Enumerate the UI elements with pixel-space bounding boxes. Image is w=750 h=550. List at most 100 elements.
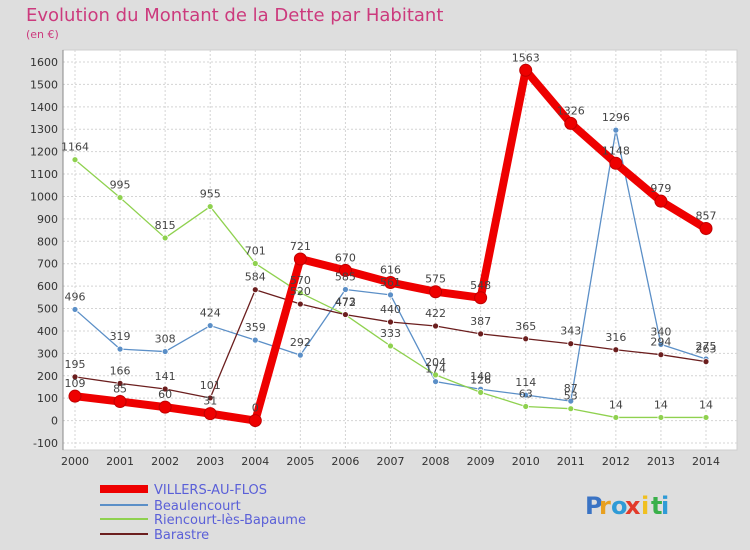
data-point xyxy=(477,330,485,338)
data-label: 14 xyxy=(654,398,668,411)
data-point xyxy=(71,306,79,313)
legend-item: VILLERS-AU-FLOS xyxy=(100,483,267,498)
data-point xyxy=(387,318,394,326)
data-point xyxy=(293,252,307,266)
data-label: 359 xyxy=(245,321,266,334)
data-point xyxy=(702,358,710,366)
data-label: 333 xyxy=(380,327,401,340)
data-label: 141 xyxy=(155,370,176,383)
data-label: 440 xyxy=(380,303,401,316)
data-label: 616 xyxy=(380,264,401,277)
y-tick-label: 600 xyxy=(37,280,58,293)
data-labels: 109 85 60 31 0 721 670 616 575 548 1563 1326 1148 979… xyxy=(61,51,717,414)
y-tick-label: 900 xyxy=(37,213,58,226)
data-point xyxy=(567,405,575,413)
data-label: 63 xyxy=(519,387,533,400)
y-tick-label: 0 xyxy=(51,415,58,428)
data-label: 101 xyxy=(200,379,221,392)
data-label: 126 xyxy=(470,373,491,386)
data-label: 472 xyxy=(335,296,356,309)
data-label: 85 xyxy=(113,383,127,396)
data-label: 422 xyxy=(425,307,446,320)
x-tick-label: 2014 xyxy=(692,455,720,468)
legend-label: VILLERS-AU-FLOS xyxy=(154,483,267,498)
data-label: 424 xyxy=(200,307,221,320)
data-label: 575 xyxy=(425,273,446,286)
y-tick-label: 700 xyxy=(37,258,58,271)
data-label: 585 xyxy=(335,270,356,283)
data-label: 1164 xyxy=(61,141,89,154)
data-label: 1563 xyxy=(512,51,540,64)
y-tick-label: 1100 xyxy=(30,168,58,181)
x-axis: 2000 2001 2002 2003 2004 2005 2006 2007 2008 2009… xyxy=(61,455,720,468)
data-label: 275 xyxy=(696,340,717,353)
y-tick-label: 1500 xyxy=(30,78,58,91)
data-point xyxy=(612,346,620,354)
x-tick-label: 2013 xyxy=(647,455,675,468)
data-label: 114 xyxy=(515,376,536,389)
x-tick-label: 2005 xyxy=(286,455,314,468)
legend-item: Barastre xyxy=(100,528,209,543)
y-tick-label: 100 xyxy=(37,392,58,405)
y-tick-label: 300 xyxy=(37,347,58,360)
data-point xyxy=(296,289,304,297)
data-label: 14 xyxy=(699,398,713,411)
data-point xyxy=(206,203,214,210)
data-point xyxy=(432,322,439,330)
data-point xyxy=(429,285,443,299)
data-point xyxy=(161,348,169,355)
data-label: 294 xyxy=(650,336,671,349)
data-label: 87 xyxy=(564,382,578,395)
series-barastre xyxy=(71,286,710,402)
data-label: 670 xyxy=(335,251,356,264)
x-tick-label: 2001 xyxy=(106,455,134,468)
data-label: 955 xyxy=(200,188,221,201)
data-point xyxy=(116,194,124,201)
data-label: 561 xyxy=(380,276,401,289)
data-label: 53 xyxy=(564,390,578,403)
data-point xyxy=(699,222,713,236)
data-label: 0 xyxy=(252,402,259,415)
y-axis: -100 0 100 200 300 400 500 600 700 800 900 1000 1100… xyxy=(30,50,64,450)
y-tick-label: 500 xyxy=(37,303,58,316)
data-label: 343 xyxy=(560,325,581,338)
data-label: 60 xyxy=(158,388,172,401)
series-layer xyxy=(68,63,713,428)
data-point xyxy=(657,340,665,348)
data-point xyxy=(522,403,530,410)
x-tick-label: 2002 xyxy=(151,455,179,468)
data-point xyxy=(251,260,259,267)
y-tick-label: 1000 xyxy=(30,190,58,203)
data-point xyxy=(522,335,530,343)
data-label: 166 xyxy=(110,364,131,377)
y-tick-label: 200 xyxy=(37,370,58,383)
data-point xyxy=(113,395,127,409)
data-label: 263 xyxy=(696,343,717,356)
data-label: 365 xyxy=(515,320,536,333)
data-point xyxy=(68,389,82,403)
data-label: 721 xyxy=(290,240,311,253)
data-label: 387 xyxy=(470,315,491,328)
data-label: 308 xyxy=(155,333,176,346)
data-point xyxy=(248,414,262,428)
data-label: 815 xyxy=(155,219,176,232)
x-tick-label: 2000 xyxy=(61,455,89,468)
data-label: 292 xyxy=(290,336,311,349)
data-label: 340 xyxy=(650,325,671,338)
data-point xyxy=(251,286,259,294)
data-point xyxy=(158,400,172,414)
data-label: 520 xyxy=(290,285,311,298)
series-beaulencourt xyxy=(71,126,710,405)
legend-label: Riencourt-lès-Bapaume xyxy=(154,513,306,528)
logo-letter: t xyxy=(651,492,662,520)
logo-letter: i xyxy=(641,492,649,520)
legend-item: Beaulencourt xyxy=(100,499,241,514)
data-point xyxy=(338,263,352,277)
data-point xyxy=(654,194,668,208)
y-tick-label: 1400 xyxy=(30,101,58,114)
x-tick-label: 2006 xyxy=(331,455,359,468)
data-point xyxy=(477,388,485,396)
x-tick-label: 2012 xyxy=(602,455,630,468)
